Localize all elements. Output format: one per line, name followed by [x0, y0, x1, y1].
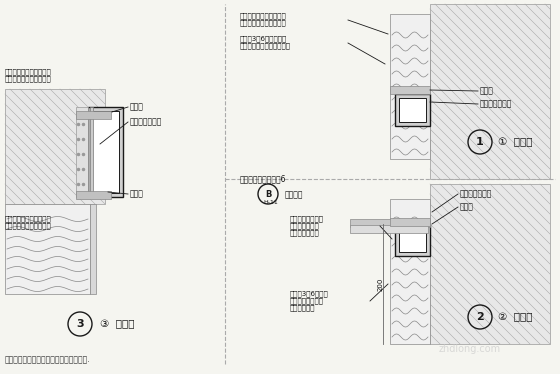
Text: ①  窗上口: ① 窗上口 [498, 137, 533, 147]
Bar [390, 199, 430, 344]
Bar [430, 184, 550, 344]
Text: 密封膏: 密封膏 [480, 86, 494, 95]
Bar [5, 89, 105, 204]
Text: 贴岩棉板（将翻包的玻纤: 贴岩棉板（将翻包的玻纤 [5, 69, 52, 75]
Text: 的玻纤网格布用: 的玻纤网格布用 [290, 223, 320, 229]
Text: 贴岩棉板（将翻包: 贴岩棉板（将翻包 [290, 216, 324, 222]
Text: 网格布用抹面胶浆粘贴）: 网格布用抹面胶浆粘贴） [240, 20, 287, 26]
Bar [5, 204, 90, 294]
Bar [395, 224, 430, 256]
Text: 胶浆（中间压一层: 胶浆（中间压一层 [290, 298, 324, 304]
Text: B: B [265, 190, 271, 199]
Text: 3: 3 [76, 319, 84, 329]
Text: 200: 200 [378, 277, 384, 291]
Text: 塑料滴水: 塑料滴水 [285, 190, 304, 199]
Bar [90, 204, 96, 294]
Bar [399, 228, 426, 252]
Bar [399, 98, 426, 122]
Text: 1: 1 [476, 137, 484, 147]
Text: ③  窗侧口: ③ 窗侧口 [100, 319, 134, 329]
Text: 发泡聚氨酯灌缝: 发泡聚氨酯灌缝 [480, 99, 512, 108]
Text: 发泡聚氨酯灌缝: 发泡聚氨酯灌缝 [130, 117, 162, 126]
Bar [390, 218, 430, 226]
Text: 贴岩棉板（将翻包的玻纤: 贴岩棉板（将翻包的玻纤 [240, 13, 287, 19]
Text: 密封膏: 密封膏 [460, 202, 474, 212]
Bar [90, 107, 93, 197]
Text: 网格布用抹面胶浆粘贴）: 网格布用抹面胶浆粘贴） [5, 223, 52, 229]
Text: ②  窗下口: ② 窗下口 [498, 312, 533, 322]
Bar [76, 111, 111, 119]
Bar [92, 111, 119, 193]
Text: 2: 2 [476, 312, 484, 322]
Text: zhdlong.com: zhdlong.com [439, 344, 501, 354]
Text: 发泡聚氨酯灌缝: 发泡聚氨酯灌缝 [460, 190, 492, 199]
Bar [350, 225, 428, 233]
Text: 抹面胶浆粘贴）: 抹面胶浆粘贴） [290, 230, 320, 236]
Text: 窗台抹面胶浆厚度＞6: 窗台抹面胶浆厚度＞6 [240, 175, 287, 184]
Bar [430, 4, 550, 179]
Text: 注：外窗台排水坡顶应低于窗框的泄水孔.: 注：外窗台排水坡顶应低于窗框的泄水孔. [5, 355, 91, 364]
Bar [395, 94, 430, 126]
Bar [88, 107, 123, 197]
Bar [390, 14, 430, 159]
Bar [350, 219, 430, 227]
Text: H-11: H-11 [263, 199, 278, 205]
Bar [76, 107, 88, 197]
Text: 玻纤网格布）: 玻纤网格布） [290, 305, 315, 311]
Text: 墙面抹3～6厚抹面胶浆: 墙面抹3～6厚抹面胶浆 [240, 36, 287, 42]
Text: 贴岩棉板（将翻包的玻纤: 贴岩棉板（将翻包的玻纤 [5, 216, 52, 222]
Text: 网格布用抹面胶浆粘贴）: 网格布用抹面胶浆粘贴） [5, 76, 52, 82]
Text: （中间压一层玻纤网格布）: （中间压一层玻纤网格布） [240, 43, 291, 49]
Text: 密封膏: 密封膏 [130, 190, 144, 199]
Text: 密封膏: 密封膏 [130, 102, 144, 111]
Text: 墙面抹3～6厚抹面: 墙面抹3～6厚抹面 [290, 291, 329, 297]
Bar [390, 86, 430, 94]
Bar [76, 191, 111, 199]
